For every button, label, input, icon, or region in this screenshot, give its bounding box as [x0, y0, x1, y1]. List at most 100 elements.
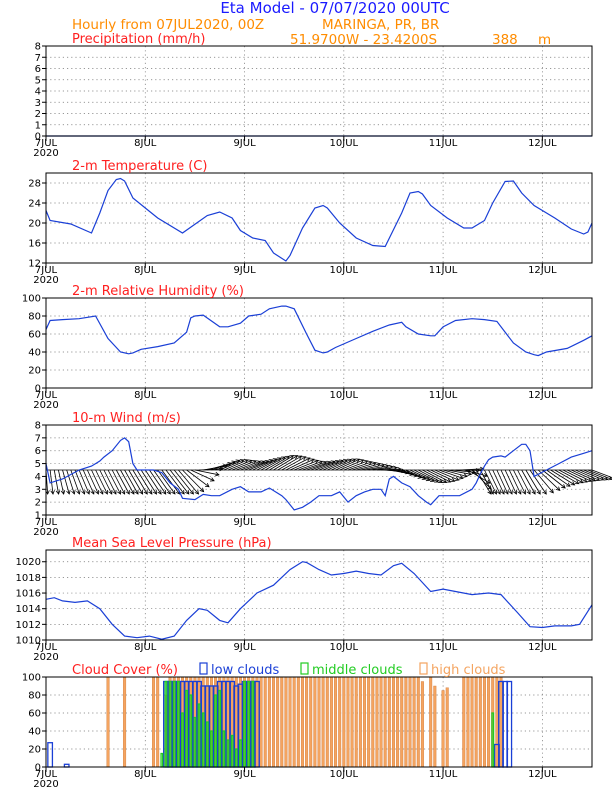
- x-tick-label: 11JUL: [429, 642, 458, 653]
- wind-arrow-head: [542, 489, 547, 495]
- wind-arrow-head: [318, 460, 324, 465]
- wind-arrow-shaft: [144, 469, 162, 495]
- wind-arrow-shaft: [149, 469, 167, 495]
- wind-arrow-shaft: [521, 469, 536, 495]
- wind-arrow-head: [139, 489, 144, 495]
- x-tick-year-label: 2020: [33, 652, 58, 663]
- wind-arrow-head: [467, 471, 473, 476]
- x-tick-label: 8JUL: [134, 390, 157, 401]
- wind-arrow-shaft: [124, 469, 139, 495]
- high-cloud-bar: [338, 676, 342, 768]
- y-tick-label: 12: [28, 259, 41, 270]
- high-cloud-bar: [412, 676, 416, 768]
- chart-title: Eta Model - 07/07/2020 00UTC: [220, 0, 449, 17]
- wind-arrow-head: [376, 462, 382, 467]
- wind-arrow-head: [243, 459, 249, 464]
- wind-arrow-head: [252, 459, 257, 465]
- y-tick-label: 20: [28, 366, 41, 377]
- high-cloud-bar: [296, 676, 300, 768]
- wind-arrow-shaft: [289, 458, 315, 471]
- wind-arrow-shaft: [351, 462, 377, 471]
- wind-arrow-shaft: [219, 459, 244, 471]
- wind-arrow-head: [264, 459, 270, 465]
- middle-cloud-bar: [160, 752, 164, 768]
- wind-arrow-head: [526, 489, 531, 495]
- x-tick-label: 9JUL: [233, 390, 256, 401]
- wind-arrow-shaft: [294, 460, 319, 471]
- high-cloud-bar: [487, 676, 491, 768]
- wind-arrow-head: [231, 460, 237, 465]
- high-cloud-bar: [156, 676, 160, 768]
- x-tick-year-label: 2020: [33, 779, 58, 790]
- high-cloud-bar: [429, 676, 433, 768]
- high-cloud-bar: [383, 676, 387, 768]
- wind-arrow-shaft: [211, 461, 236, 471]
- high-cloud-bar: [255, 676, 259, 768]
- wind-arrow-shaft: [409, 469, 435, 482]
- wind-arrow-shaft: [157, 469, 176, 495]
- legend-swatch: [199, 662, 208, 675]
- wind-arrow-head: [363, 459, 369, 465]
- x-tick-label: 12JUL: [528, 265, 557, 276]
- y-tick-label: 1018: [16, 573, 41, 584]
- panel-frame: [45, 297, 593, 389]
- panel-frame: [45, 172, 593, 264]
- wind-arrow-head: [531, 489, 536, 495]
- high-cloud-bar: [470, 676, 474, 768]
- x-tick-label: 7JUL: [35, 265, 58, 276]
- x-tick-label: 11JUL: [429, 138, 458, 149]
- y-tick-label: 40: [28, 727, 41, 738]
- wind-arrow-head: [214, 471, 220, 477]
- y-tick-label: 4: [35, 472, 41, 483]
- high-cloud-bar: [474, 676, 478, 768]
- wind-arrow-head: [184, 489, 190, 495]
- wind-arrow-head: [359, 459, 365, 464]
- wind-arrow-shaft: [252, 458, 277, 471]
- wind-arrow-shaft: [103, 469, 117, 495]
- wind-arrow-shaft: [496, 469, 509, 495]
- wind-arrow-shaft: [347, 461, 373, 471]
- y-tick-label: 80: [28, 312, 41, 323]
- y-tick-label: 0: [35, 132, 41, 143]
- high-cloud-bar: [123, 676, 127, 768]
- wind-arrow-head: [489, 489, 494, 495]
- temp-series-line: [45, 177, 593, 262]
- x-tick-label: 9JUL: [233, 517, 256, 528]
- wind-arrow-shaft: [173, 469, 194, 495]
- wind-arrow-head: [512, 489, 518, 495]
- high-cloud-bar: [272, 676, 275, 768]
- wind-arrow-shaft: [244, 460, 269, 471]
- wind-arrow-head: [143, 489, 148, 495]
- high-cloud-bar: [379, 676, 383, 768]
- high-cloud-bar: [288, 676, 292, 768]
- wind-arrow-shaft: [360, 464, 385, 471]
- high-cloud-bar: [263, 676, 267, 768]
- wind-arrow-shaft: [169, 469, 190, 495]
- wind-arrow-head: [599, 476, 605, 481]
- wind-arrow-shaft: [132, 469, 148, 495]
- wind-arrow-shaft: [277, 455, 302, 471]
- legend-label: low clouds: [211, 663, 280, 678]
- wind-arrow-shaft: [87, 469, 99, 495]
- wind-arrow-head: [161, 489, 167, 495]
- x-tick-label: 12JUL: [528, 138, 557, 149]
- x-tick-label: 9JUL: [233, 138, 256, 149]
- high-cloud-bar: [387, 676, 391, 768]
- wind-arrow-shaft: [120, 469, 135, 495]
- panel-title: 10-m Wind (m/s): [72, 411, 181, 426]
- elevation-unit: m: [538, 32, 551, 48]
- panel-wind: 1 2 3 4 5 6 78 7JUL2020 8JUL 9JUL 10JUL 11JUL 12JUL 1…: [33, 411, 612, 538]
- wind-arrow-head: [367, 460, 373, 466]
- panel-frame: [45, 676, 593, 768]
- wind-arrow-shaft: [310, 460, 335, 471]
- wind-arrow-head: [305, 457, 311, 462]
- chart-subtitle: Hourly from 07JUL2020, 00Z: [72, 17, 264, 33]
- high-cloud-bar: [292, 676, 296, 768]
- wind-arrow-head: [289, 455, 295, 460]
- wind-arrow-shaft: [405, 469, 431, 481]
- wind-arrow-shaft: [558, 469, 584, 484]
- header: Eta Model - 07/07/2020 00UTC Hourly from…: [72, 0, 551, 48]
- wind-arrow-head: [463, 473, 468, 478]
- wind-arrow-head: [446, 478, 452, 483]
- wind-arrow-shaft: [314, 460, 340, 471]
